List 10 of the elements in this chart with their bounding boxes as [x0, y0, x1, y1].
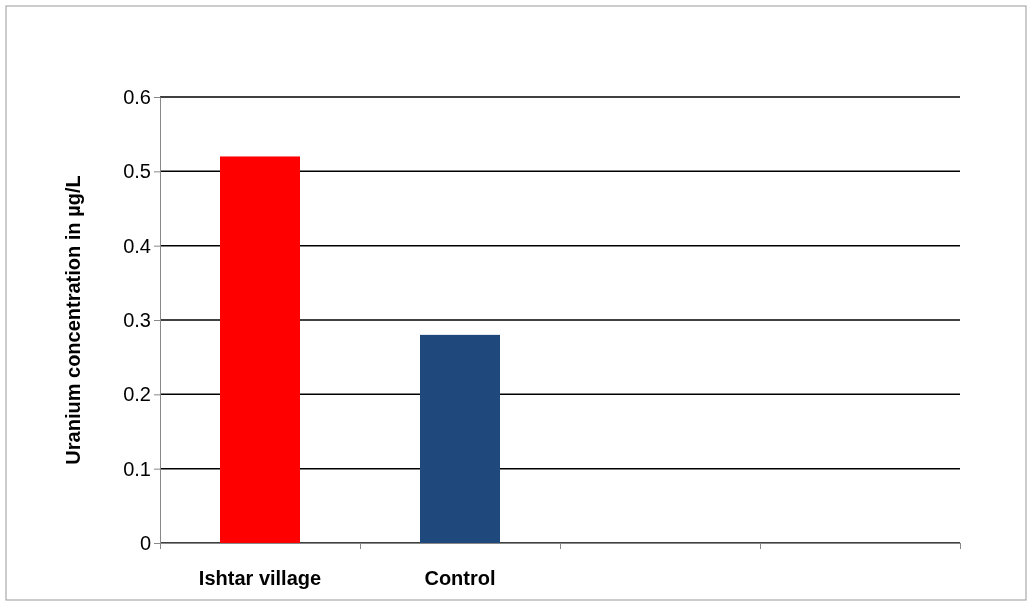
y-tick-label: 0.4	[123, 234, 151, 257]
y-tick-label: 0.2	[123, 383, 151, 406]
y-tick-label: 0.6	[123, 85, 151, 108]
x-tick-label: Ishtar village	[198, 567, 322, 589]
y-tick-label: 0.3	[123, 308, 151, 331]
y-tick-label: 0.1	[123, 457, 151, 480]
y-tick-label: 0	[139, 531, 151, 554]
y-axis-title: Uranium concentration in µg/L	[62, 175, 84, 465]
y-tick-label: 0.5	[123, 160, 151, 183]
x-tick-label: Control	[424, 567, 496, 589]
